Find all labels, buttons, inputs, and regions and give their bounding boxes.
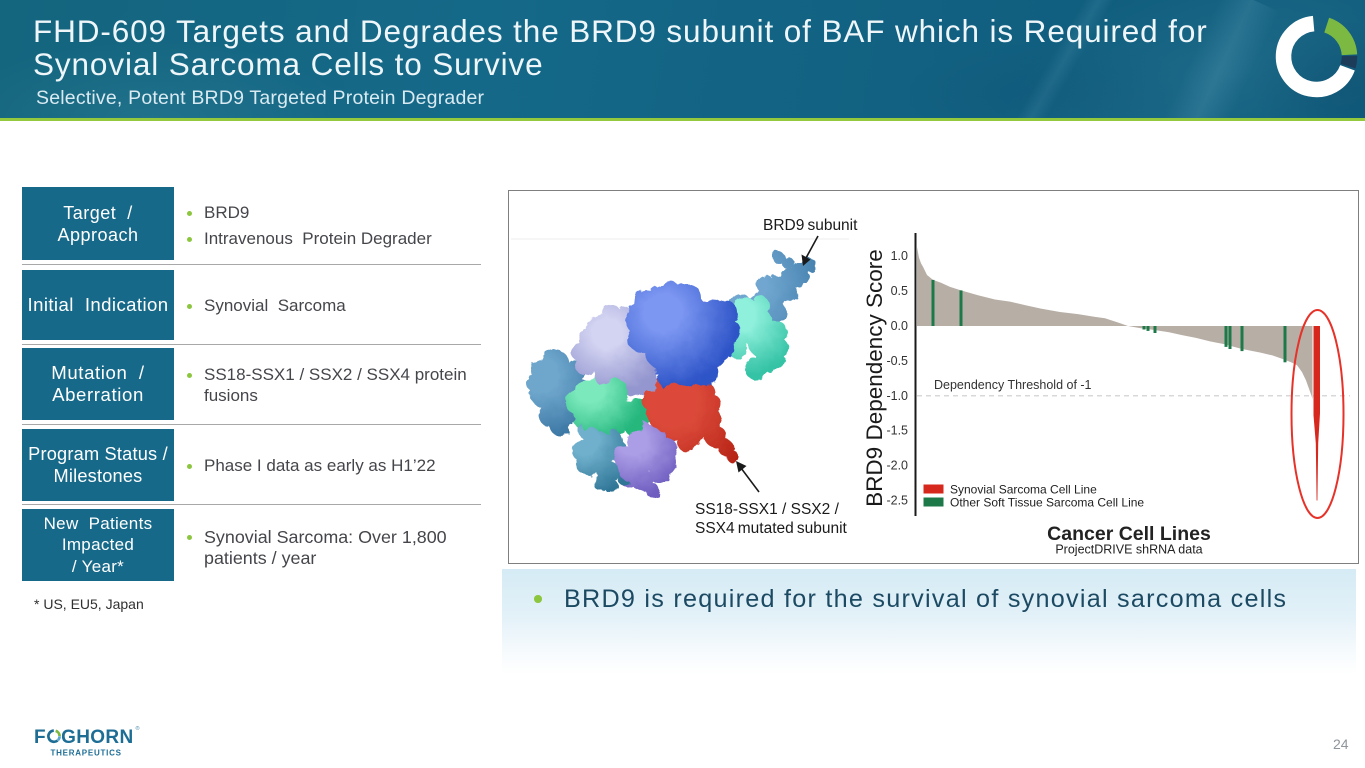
svg-text:1.0: 1.0	[891, 249, 908, 263]
svg-text:Synovial Sarcoma Cell Line: Synovial Sarcoma Cell Line	[950, 483, 1097, 497]
svg-text:SS18-SSX1 / SSX2 /: SS18-SSX1 / SSX2 /	[695, 501, 840, 518]
svg-text:Other Soft Tissue Sarcoma Cell: Other Soft Tissue Sarcoma Cell Line	[950, 496, 1144, 510]
svg-text:ProjectDRIVE shRNA data: ProjectDRIVE shRNA data	[1055, 543, 1202, 557]
svg-text:-2.5: -2.5	[886, 494, 908, 508]
svg-text:BRD9 subunit: BRD9 subunit	[763, 217, 858, 234]
svg-text:-0.5: -0.5	[886, 354, 908, 368]
svg-text:THERAPEUTICS: THERAPEUTICS	[51, 749, 122, 758]
svg-text:®: ®	[136, 725, 140, 732]
svg-text:0.5: 0.5	[891, 284, 908, 298]
svg-text:Cancer Cell Lines: Cancer Cell Lines	[1047, 523, 1211, 545]
svg-text:-1.0: -1.0	[886, 389, 908, 403]
svg-text:SSX4 mutated subunit: SSX4 mutated subunit	[695, 520, 848, 537]
svg-text:BRD9 Dependency Score: BRD9 Dependency Score	[862, 249, 887, 507]
svg-text:-2.0: -2.0	[886, 459, 908, 473]
svg-text:Dependency Threshold of -1: Dependency Threshold of -1	[934, 378, 1092, 392]
svg-text:0.0: 0.0	[891, 319, 908, 333]
svg-text:-1.5: -1.5	[886, 424, 908, 438]
